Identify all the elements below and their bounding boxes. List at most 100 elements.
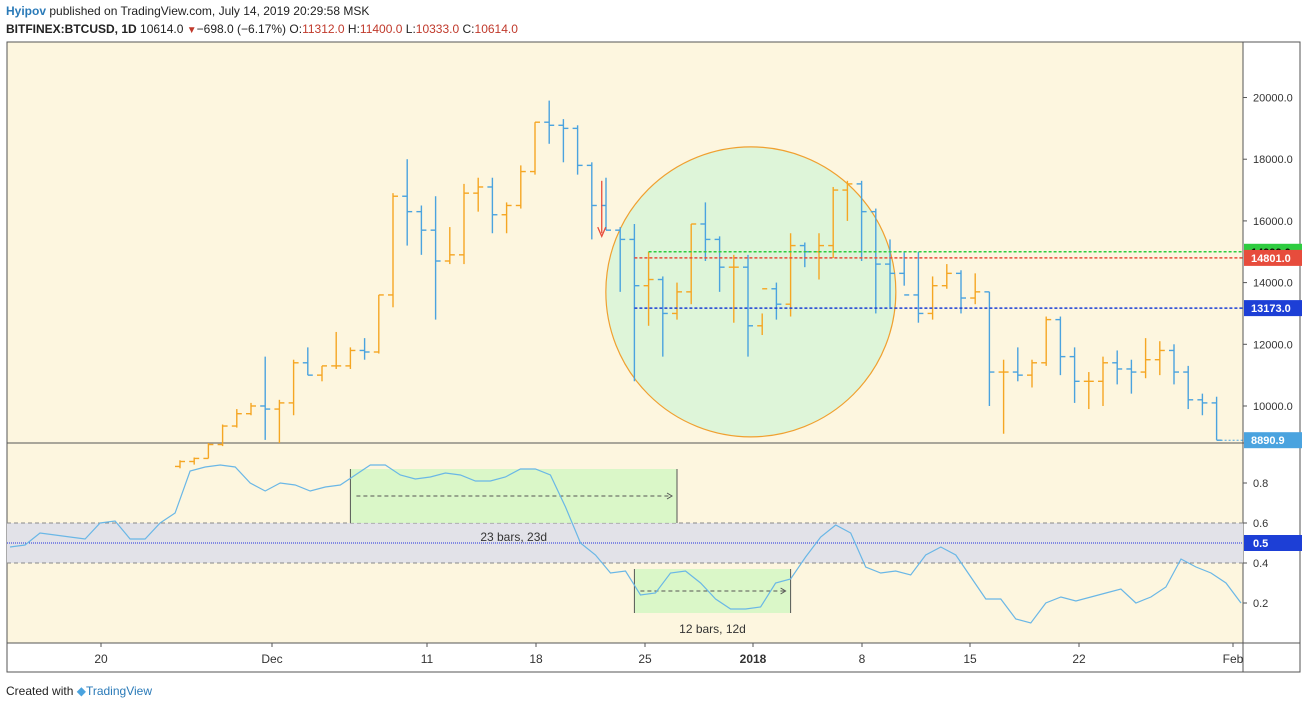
osc-tick-label: 0.6: [1253, 518, 1268, 530]
ohlc-bar: [459, 183, 469, 265]
ohlc-bar: [1197, 393, 1208, 416]
ohlc-bar: [615, 227, 626, 292]
ohlc-bar: [1126, 359, 1137, 394]
ohlc-bar: [359, 338, 370, 360]
ohlc-bar: [217, 424, 228, 447]
ohlc-bars: [175, 100, 1222, 469]
level-badge: [1244, 249, 1302, 266]
circle-annotation: [605, 146, 897, 438]
high-value: 11400.0: [359, 22, 403, 36]
bars-range-annotation: 23 bars, 23d: [349, 469, 678, 544]
ohlc-bar: [1169, 344, 1179, 385]
time-tick-label: 8: [859, 652, 866, 666]
ohlc-bar: [189, 457, 200, 465]
ohlc-bar: [544, 100, 555, 144]
footer: Created with ◆TradingView: [6, 684, 152, 698]
osc-tick-label: 0.2: [1253, 598, 1268, 610]
ohlc-bar: [927, 276, 938, 320]
ohlc-bar: [828, 186, 839, 258]
osc-tick-label: 0.4: [1253, 558, 1268, 570]
ohlc-bar: [743, 254, 753, 357]
ohlc-bar: [203, 443, 214, 460]
last-price-label: 8890.9: [1251, 435, 1285, 447]
ohlc-bar: [1098, 356, 1108, 406]
ohlc-bar: [515, 165, 526, 209]
time-tick-label: 15: [963, 652, 977, 666]
ohlc-bar: [672, 282, 682, 320]
author-name[interactable]: Hyipov: [6, 4, 47, 18]
price-tick-label: 10000.0: [1253, 401, 1293, 413]
oscillator-line: [9, 464, 1242, 624]
price-tick-label: 14000.0: [1253, 278, 1293, 290]
ohlc-bar: [416, 205, 427, 255]
ohlc-bar: [175, 460, 185, 469]
publish-line: Hyipov published on TradingView.com, Jul…: [6, 4, 369, 18]
price-axis: 10000.0 12000.0 14000.0 16000.0 18000.0 20000…: [1243, 93, 1293, 413]
ohlc-bar: [317, 365, 327, 382]
ohlc-bar: [402, 159, 413, 246]
down-triangle-icon: ▼: [186, 25, 197, 36]
low-value: 10333.0: [415, 22, 460, 36]
ohlc-bar: [1112, 350, 1123, 385]
ohlc-bar: [302, 347, 313, 376]
time-tick-label: 18: [529, 652, 543, 666]
level-label: 14801.0: [1251, 253, 1291, 265]
ohlc-bar: [1083, 372, 1094, 410]
ohlc-bar: [1041, 316, 1052, 366]
time-tick-label: 2018: [740, 652, 767, 666]
ohlc-bar: [970, 273, 981, 305]
ohlc-bar: [246, 402, 256, 416]
highlight-circle: [605, 146, 897, 438]
ohlc-bar: [771, 282, 782, 320]
change-value: −698.0 (−6.17%): [196, 22, 287, 36]
time-axis: 20 Dec 11 18 25 2018 8 15 22 Feb: [94, 643, 1244, 666]
footer-brand[interactable]: TradingView: [85, 684, 152, 698]
low-label: L:: [405, 22, 416, 36]
ohlc-bar: [885, 239, 895, 308]
ohlc-bar: [1140, 338, 1151, 379]
ohlc-bar: [998, 359, 1009, 434]
ohlc-bar: [260, 356, 271, 440]
ohlc-bar: [501, 202, 512, 234]
price-tick-label: 18000.0: [1253, 154, 1293, 166]
ohlc-bar: [487, 177, 498, 234]
ohlc-bar: [530, 121, 540, 175]
time-tick-label: Dec: [261, 652, 282, 666]
close-label: C:: [462, 22, 475, 36]
ohlc-bar: [714, 236, 725, 292]
ohlc-bar: [1055, 316, 1066, 376]
ohlc-bar: [586, 162, 597, 240]
ohlc-bar: [1154, 341, 1165, 376]
ohlc-bar: [643, 251, 654, 326]
ohlc-bar: [331, 331, 342, 369]
bars-range-annotation: 12 bars, 12d: [633, 569, 792, 636]
time-tick-label: 11: [421, 652, 434, 666]
red-arrow-annotation: [597, 180, 607, 238]
price-tick-label: 20000.0: [1253, 93, 1293, 105]
tradingview-logo-icon: ◆: [76, 684, 86, 698]
published-text: published on TradingView.com, July 14, 2…: [46, 4, 370, 18]
ohlc-bar: [373, 294, 384, 354]
ohlc-bar: [572, 125, 583, 175]
mid-badge: [1244, 535, 1302, 551]
ohlc-bar: [686, 223, 697, 305]
time-tick-label: Feb: [1223, 652, 1244, 666]
ohlc-bar: [629, 223, 640, 382]
ohlc-bar: [842, 180, 853, 221]
ohlc-bar: [956, 270, 966, 314]
level-badge: [1244, 300, 1302, 317]
ohlc-bar: [757, 288, 768, 336]
time-tick-label: 22: [1072, 652, 1086, 666]
ohlc-bar: [345, 347, 356, 369]
ohlc-bar: [856, 180, 867, 262]
range-arrow-head: [666, 492, 673, 500]
close-value: 10614.0: [474, 22, 518, 36]
time-tick-label: 25: [638, 652, 652, 666]
level-label: 13173.0: [1251, 303, 1291, 315]
ohlc-bar: [274, 399, 285, 443]
ohlc-line: BITFINEX:BTCUSD, 1D 10614.0 ▼−698.0 (−6.…: [6, 22, 518, 36]
ohlc-bar: [288, 359, 299, 416]
ohlc-bar: [558, 119, 569, 163]
